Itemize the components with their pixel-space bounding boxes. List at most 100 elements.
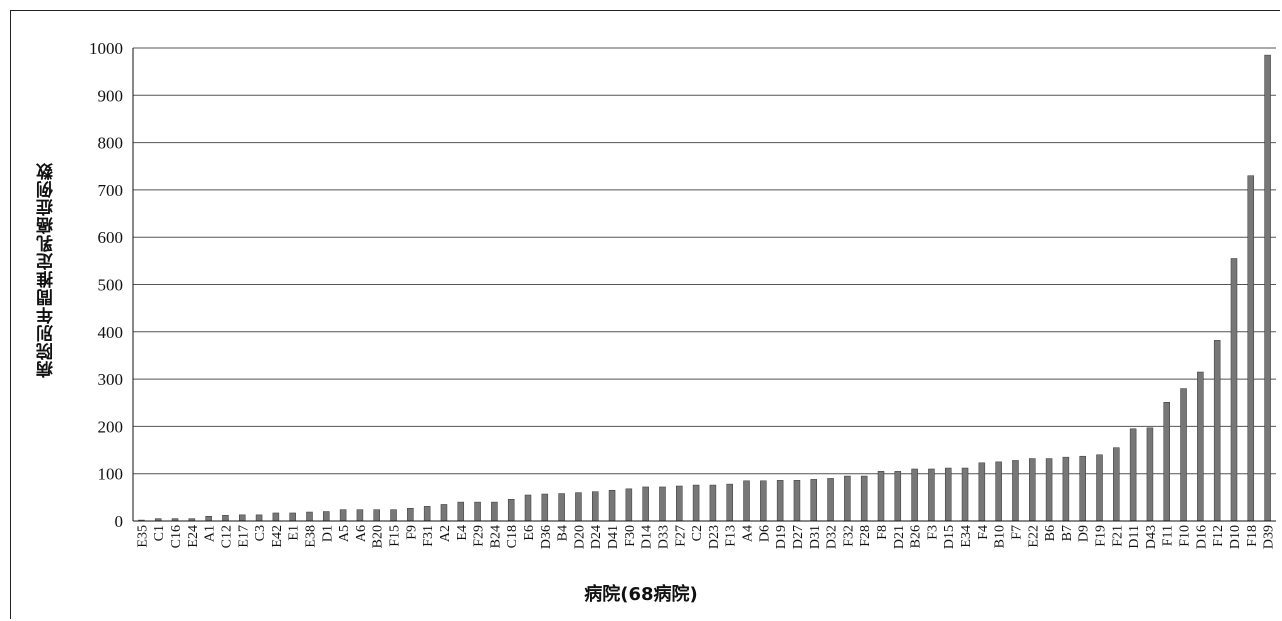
x-tick-label: D23: [707, 525, 722, 549]
bar: [743, 480, 750, 522]
bar: [591, 491, 599, 522]
x-tick-label: F28: [858, 525, 873, 547]
x-tick-label: D1: [320, 525, 335, 542]
x-tick-label: D19: [774, 525, 789, 549]
bar: [356, 509, 364, 522]
bar: [1062, 456, 1070, 522]
x-tick-label: B10: [993, 525, 1008, 548]
y-tick-label: 400: [98, 323, 124, 342]
bar: [995, 461, 1002, 522]
bar: [911, 468, 918, 522]
bar: [760, 480, 767, 522]
bar: [390, 509, 397, 522]
x-tick-label: F30: [623, 525, 638, 547]
x-tick-label: E38: [303, 525, 318, 548]
x-tick-label: F27: [673, 525, 688, 547]
bar: [1113, 447, 1120, 522]
bar: [793, 480, 801, 522]
x-tick-label: F11: [1161, 525, 1176, 546]
x-tick-label: F4: [976, 525, 991, 540]
bar: [642, 486, 649, 522]
x-axis-title: 病院(68病院): [584, 584, 698, 605]
bar: [1012, 460, 1019, 522]
bar: [339, 509, 347, 522]
x-tick-label: F12: [1211, 525, 1226, 547]
x-tick-label: A6: [354, 525, 369, 542]
x-tick-label: E17: [236, 525, 251, 548]
x-tick-label: A2: [438, 525, 453, 542]
bar: [810, 479, 818, 522]
bar: [306, 511, 313, 522]
bar: [659, 486, 666, 522]
y-tick-label: 700: [98, 181, 124, 200]
x-tick-label: E34: [959, 525, 974, 548]
x-tick-label: F19: [1094, 525, 1109, 547]
bar: [1264, 54, 1271, 522]
x-tick-label: F15: [388, 525, 403, 547]
bar: [205, 516, 212, 522]
bar: [457, 501, 465, 522]
bar: [407, 507, 414, 522]
x-tick-label: A5: [337, 525, 352, 542]
bar: [877, 471, 885, 522]
bar: [978, 462, 986, 522]
bar: [373, 509, 380, 522]
x-tick-label: B24: [488, 525, 503, 548]
bar: [289, 512, 296, 522]
x-tick-label: F31: [421, 525, 436, 547]
y-tick-label: 600: [98, 228, 124, 247]
bar: [1197, 371, 1204, 522]
x-tick-label: C2: [690, 525, 705, 541]
y-tick-label: 300: [98, 370, 124, 389]
x-tick-label: D39: [1262, 525, 1277, 549]
x-tick-label: E35: [135, 525, 150, 548]
bar: [222, 515, 229, 522]
x-tick-label: C3: [253, 525, 268, 541]
bar: [1079, 455, 1086, 522]
x-tick-label: B7: [1060, 525, 1075, 541]
x-axis-tick-labels: E35 C1 C16 E24 A1 C12 E17 C3 E42 E1 E38 D1 A5 A6 B20 F1…: [135, 525, 1276, 549]
x-tick-label: F18: [1245, 525, 1260, 547]
bar: [323, 511, 330, 522]
bar: [541, 493, 549, 522]
bar: [625, 488, 633, 522]
x-tick-label: D27: [791, 525, 806, 549]
bars: [138, 54, 1271, 522]
bar: [491, 501, 498, 522]
x-tick-label: D41: [606, 525, 621, 549]
x-tick-label: F13: [724, 525, 739, 547]
bar: [440, 504, 448, 522]
bar: [860, 475, 868, 522]
x-tick-label: D31: [808, 525, 823, 549]
bar: [944, 467, 952, 522]
x-tick-label: A4: [741, 525, 756, 542]
bar: [1247, 175, 1255, 522]
x-tick-label: D24: [589, 525, 604, 549]
y-tick-label: 200: [98, 417, 124, 436]
bar: [1163, 402, 1170, 522]
x-tick-label: E22: [1026, 525, 1041, 548]
bar: [709, 484, 717, 522]
x-tick-label: D14: [640, 525, 655, 549]
x-tick-label: E42: [270, 525, 285, 548]
y-tick-label: 800: [98, 134, 124, 153]
x-tick-label: A1: [203, 525, 218, 542]
x-tick-label: C1: [152, 525, 167, 541]
bar: [676, 485, 683, 522]
chart-frame: [10, 10, 1280, 619]
y-tick-label: 100: [98, 465, 124, 484]
bar: [1146, 427, 1154, 522]
bar: [423, 506, 431, 522]
x-tick-label: F8: [875, 525, 890, 540]
bar: [1096, 454, 1103, 522]
x-tick-label: E6: [522, 525, 537, 541]
x-tick-label: D36: [539, 525, 554, 549]
bar: [1213, 340, 1221, 522]
bar: [827, 478, 834, 522]
x-tick-label: F9: [404, 525, 419, 540]
bar: [1230, 258, 1238, 522]
bar: [961, 467, 969, 522]
bar: [239, 514, 246, 522]
grid-lines: [133, 47, 1276, 475]
